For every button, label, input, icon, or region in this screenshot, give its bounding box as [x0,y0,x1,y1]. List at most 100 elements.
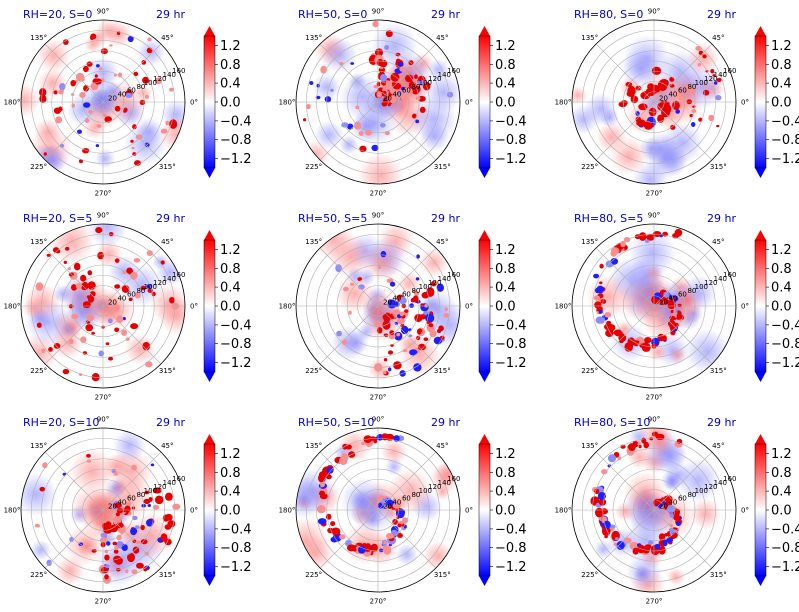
angle-label: 135° [305,34,322,42]
positive-cell [104,574,109,580]
positive-cell [647,85,652,89]
negative-cell [341,122,349,128]
angle-label: 90° [372,212,384,220]
grid-spoke [102,451,162,511]
field-wash [149,284,185,324]
positive-cell [82,301,91,309]
field-wash [644,428,675,458]
positive-cell [56,249,61,254]
positive-cell [702,54,707,59]
positive-cell [114,327,120,333]
polar-panel: 90°135°180°225°270°315°0°45°20 40 60 801001… [4,8,252,198]
panel-time-label: 29 hr [707,8,736,21]
positive-cell [141,60,147,65]
grid-spoke [377,247,437,307]
positive-cell [662,103,672,115]
colorbar-tick-label: −0.8 [495,133,527,148]
colorbar-extend-min [479,372,490,382]
positive-cell [386,533,394,539]
field-wash [124,333,156,366]
positive-cell [665,299,671,304]
colorbar-tick-label: −1.2 [495,560,527,575]
radial-tick-label: 40 [668,295,677,303]
grid-spoke [44,509,104,569]
radial-tick-label: 40 [117,295,126,303]
positive-cell [620,240,626,248]
radial-tick-label: 60 [678,291,687,299]
positive-cell [131,146,135,150]
positive-cell [374,320,383,328]
positive-cell [408,66,413,71]
radial-tick-label: 100 [695,79,708,87]
radial-tick-label: 100 [144,283,157,291]
angle-label: 135° [305,442,322,450]
colorbar-tick-label: −0.8 [495,337,527,352]
angle-label: 315° [159,571,176,579]
positive-cell [372,20,379,28]
positive-cell [346,544,357,552]
positive-cell [413,291,420,296]
positive-cell [53,343,61,349]
colorbar-tick-label: 0.8 [771,58,792,73]
polar-panel: 90°135°180°225°270°315°0°45°20 40 60 801001… [279,8,527,198]
colorbar-tick-label: −1.2 [220,152,252,167]
positive-cell [614,331,620,337]
positive-cell [114,105,121,112]
grid-spoke [319,101,379,161]
panel-title: RH=50, S=10 [298,416,374,429]
positive-cell [41,348,46,354]
colorbar-tick-label: 0.4 [220,281,241,296]
field-wash [36,38,71,73]
negative-cell [100,532,108,538]
colorbar-tick-label: 0.8 [495,262,516,277]
positive-cell [121,329,127,337]
radial-tick-label: 60 [402,495,411,503]
polar-frame [295,427,461,593]
positive-cell [419,314,427,320]
grid-spoke [102,101,162,161]
negative-cell [330,88,334,92]
negative-cell [417,79,425,86]
angle-label: 45° [712,34,724,42]
angle-label: 225° [30,367,47,375]
positive-cell [402,349,407,353]
positive-cell [73,262,81,271]
positive-cell [393,361,402,370]
field-wash [395,543,419,566]
positive-cell [75,283,83,289]
positive-cell [160,128,168,134]
colorbar-tick-label: 1.2 [771,39,792,54]
grid-spoke [595,451,655,511]
colorbar-tick-label: 0.8 [220,58,241,73]
polar-frame [571,19,737,185]
negative-cell [309,81,314,85]
radial-tick-label: 80 [687,491,696,499]
angle-label: 315° [434,163,451,171]
positive-cell [397,523,402,528]
angle-label: 0° [190,303,198,311]
negative-cell [610,258,619,265]
field-layer [21,429,181,587]
grid-spoke [44,101,104,161]
positive-cell [412,113,417,119]
field-wash [655,299,686,331]
negative-cell [107,318,113,324]
colorbar-tick-label: 0.0 [771,96,792,111]
colorbar-tick-label: 1.2 [220,39,241,54]
field-wash [679,66,723,110]
positive-cell [669,83,675,88]
grid-spoke [377,509,437,569]
radial-tick-label: 160 [447,475,460,483]
radial-tick-label: 160 [723,475,736,483]
radial-tick-label: 120 [153,279,166,287]
field-wash [666,567,686,586]
positive-cell [114,258,120,263]
angle-label: 315° [710,163,727,171]
radial-tick-label: 160 [447,271,460,279]
negative-cell [95,144,100,148]
field-wash [87,224,128,248]
positive-cell [135,134,143,140]
positive-cell [651,431,659,437]
panel-time-label: 29 hr [156,416,185,429]
colorbar-extend-max [755,434,766,444]
